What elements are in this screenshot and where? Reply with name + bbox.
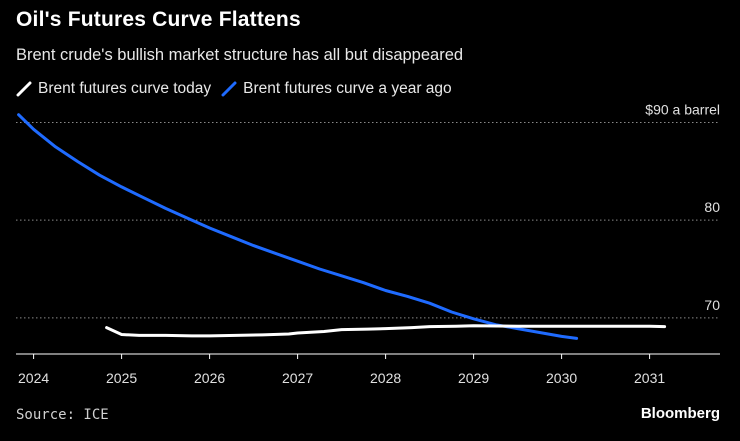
legend: Brent futures curve today Brent futures … xyxy=(16,80,462,98)
series-line-year-ago xyxy=(17,113,579,340)
series-line-today xyxy=(105,324,667,338)
y-tick-labels: 70 80 $90 a barrel xyxy=(645,101,720,312)
y-tick-label-70: 70 xyxy=(704,297,720,313)
x-tick-label-2031: 2031 xyxy=(634,370,665,386)
chart-title: Oil's Futures Curve Flattens xyxy=(16,8,301,31)
gridlines xyxy=(16,121,720,319)
legend-label-year-ago: Brent futures curve a year ago xyxy=(243,80,452,97)
x-tick-label-2026: 2026 xyxy=(194,370,225,386)
legend-line-year-ago xyxy=(221,81,237,97)
x-ticks: 2024 2025 2026 2027 2028 2029 2030 2031 xyxy=(18,354,665,386)
legend-line-today xyxy=(16,81,32,97)
x-tick-label-2024: 2024 xyxy=(18,370,49,386)
x-tick-label-2028: 2028 xyxy=(370,370,401,386)
y-tick-label-80: 80 xyxy=(704,199,720,215)
bloomberg-logo: Bloomberg xyxy=(640,405,720,422)
series-lines xyxy=(17,113,667,340)
x-tick-label-2030: 2030 xyxy=(546,370,577,386)
source-note: Source: ICE xyxy=(16,407,109,423)
x-tick-label-2027: 2027 xyxy=(282,370,313,386)
legend-label-today: Brent futures curve today xyxy=(38,80,212,97)
chart-subtitle: Brent crude's bullish market structure h… xyxy=(16,46,464,64)
legend-item-year-ago: Brent futures curve a year ago xyxy=(221,80,452,98)
legend-item-today: Brent futures curve today xyxy=(16,80,211,98)
x-tick-label-2025: 2025 xyxy=(106,370,137,386)
legend-swatch-year-ago xyxy=(221,81,237,97)
legend-swatch-today xyxy=(16,81,32,97)
y-tick-label-90: $90 a barrel xyxy=(645,101,720,117)
x-tick-label-2029: 2029 xyxy=(458,370,489,386)
